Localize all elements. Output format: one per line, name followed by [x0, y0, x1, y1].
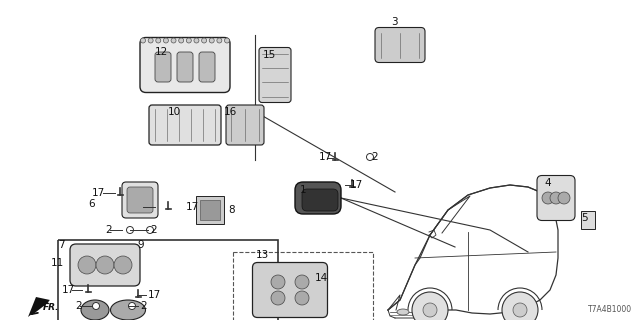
Circle shape [186, 38, 191, 43]
Polygon shape [28, 297, 50, 317]
Circle shape [96, 256, 114, 274]
Circle shape [163, 38, 168, 43]
Ellipse shape [81, 300, 109, 320]
FancyBboxPatch shape [259, 47, 291, 102]
FancyBboxPatch shape [149, 105, 221, 145]
Bar [196, 196, 224, 224]
Circle shape [502, 292, 538, 320]
Text: 12: 12 [155, 47, 168, 57]
Circle shape [367, 154, 374, 161]
Text: 2: 2 [371, 152, 378, 162]
Text: 13: 13 [256, 250, 269, 260]
FancyBboxPatch shape [127, 187, 153, 213]
Circle shape [129, 302, 136, 309]
Text: 11: 11 [51, 258, 64, 268]
Text: 2: 2 [140, 301, 147, 311]
Text: 16: 16 [224, 107, 237, 117]
FancyBboxPatch shape [140, 37, 230, 92]
Circle shape [78, 256, 96, 274]
Circle shape [93, 302, 99, 309]
Circle shape [202, 38, 207, 43]
Circle shape [194, 38, 199, 43]
Ellipse shape [111, 300, 145, 320]
Bar [581, 211, 595, 229]
Circle shape [147, 227, 154, 234]
Circle shape [114, 256, 132, 274]
Circle shape [171, 38, 176, 43]
Text: 15: 15 [263, 50, 276, 60]
Text: 3: 3 [391, 17, 397, 27]
FancyBboxPatch shape [70, 244, 140, 286]
Ellipse shape [397, 309, 409, 315]
Text: 5: 5 [581, 213, 588, 223]
Circle shape [412, 292, 448, 320]
Text: 10: 10 [168, 107, 181, 117]
Bar [58, 240, 278, 320]
FancyBboxPatch shape [177, 52, 193, 82]
Text: 9: 9 [137, 240, 143, 250]
Text: FR.: FR. [43, 302, 60, 311]
Text: 4: 4 [544, 178, 550, 188]
FancyBboxPatch shape [122, 182, 158, 218]
FancyBboxPatch shape [226, 105, 264, 145]
Circle shape [423, 303, 437, 317]
Circle shape [179, 38, 184, 43]
Circle shape [148, 38, 153, 43]
FancyBboxPatch shape [199, 52, 215, 82]
Text: 2: 2 [106, 225, 112, 235]
Circle shape [209, 38, 214, 43]
FancyBboxPatch shape [253, 262, 328, 317]
Text: 17: 17 [92, 188, 105, 198]
Circle shape [295, 275, 309, 289]
FancyBboxPatch shape [295, 182, 341, 214]
Text: 8: 8 [228, 205, 235, 215]
Circle shape [550, 192, 562, 204]
FancyBboxPatch shape [375, 28, 425, 62]
Circle shape [217, 38, 222, 43]
Circle shape [271, 275, 285, 289]
Circle shape [295, 291, 309, 305]
Bar [233, 252, 373, 320]
Text: T7A4B1000: T7A4B1000 [588, 305, 632, 314]
Circle shape [225, 38, 230, 43]
Circle shape [513, 303, 527, 317]
Text: 17: 17 [61, 285, 75, 295]
Text: 17: 17 [186, 202, 199, 212]
Text: 7: 7 [58, 240, 65, 250]
Text: 17: 17 [319, 152, 332, 162]
Text: 1: 1 [300, 185, 306, 195]
FancyBboxPatch shape [537, 175, 575, 220]
Text: 2: 2 [150, 225, 157, 235]
Text: 2: 2 [76, 301, 82, 311]
Text: 17: 17 [148, 290, 161, 300]
Text: 6: 6 [88, 199, 95, 209]
Text: 17: 17 [350, 180, 364, 190]
Circle shape [558, 192, 570, 204]
Circle shape [127, 227, 134, 234]
Bar [200, 200, 220, 220]
Circle shape [542, 192, 554, 204]
Circle shape [141, 38, 145, 43]
Circle shape [156, 38, 161, 43]
FancyBboxPatch shape [302, 189, 338, 211]
FancyBboxPatch shape [155, 52, 171, 82]
Text: 14: 14 [315, 273, 328, 283]
Circle shape [271, 291, 285, 305]
